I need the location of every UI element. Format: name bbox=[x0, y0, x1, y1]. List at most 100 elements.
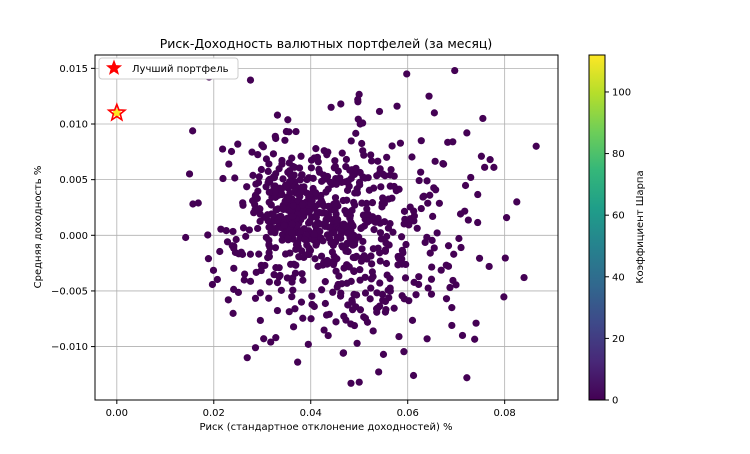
scatter-point bbox=[347, 137, 355, 145]
scatter-point bbox=[284, 116, 292, 124]
scatter-point bbox=[288, 220, 296, 228]
scatter-point bbox=[321, 219, 329, 227]
scatter-point bbox=[284, 234, 292, 243]
scatter-point bbox=[408, 316, 417, 324]
scatter-point bbox=[342, 222, 350, 230]
scatter-point bbox=[329, 260, 338, 269]
scatter-point bbox=[363, 318, 372, 326]
scatter-point bbox=[269, 173, 278, 181]
scatter-point bbox=[231, 174, 239, 182]
scatter-point bbox=[390, 304, 398, 312]
scatter-point bbox=[354, 95, 362, 104]
scatter-point bbox=[467, 173, 475, 182]
scatter-point bbox=[261, 261, 269, 270]
scatter-point bbox=[358, 139, 366, 148]
scatter-point bbox=[216, 247, 224, 256]
scatter-point bbox=[271, 244, 280, 252]
scatter-point bbox=[439, 160, 448, 168]
scatter-point bbox=[264, 167, 272, 176]
scatter-point bbox=[474, 190, 482, 199]
scatter-point bbox=[286, 189, 294, 197]
scatter-point bbox=[387, 165, 395, 174]
scatter-point bbox=[267, 338, 275, 346]
scatter-point bbox=[425, 92, 433, 100]
colorbar-label: Коэффициент Шарпа bbox=[635, 170, 646, 283]
plot-area bbox=[94, 54, 559, 401]
x-axis-label: Риск (стандартное отклонение доходностей… bbox=[199, 422, 452, 433]
scatter-point bbox=[356, 276, 364, 284]
best-portfolio-star bbox=[106, 102, 128, 122]
scatter-point bbox=[298, 201, 307, 209]
scatter-point bbox=[417, 137, 425, 145]
scatter-point bbox=[386, 284, 394, 292]
scatter-point bbox=[308, 300, 316, 309]
scatter-point bbox=[356, 120, 364, 128]
scatter-point bbox=[358, 224, 366, 232]
scatter-point bbox=[223, 238, 232, 246]
scatter-point bbox=[350, 267, 358, 275]
scatter-point bbox=[501, 254, 509, 262]
scatter-point bbox=[368, 213, 377, 221]
scatter-point bbox=[405, 215, 414, 224]
scatter-point bbox=[390, 182, 398, 191]
scatter-point bbox=[251, 206, 259, 214]
scatter-point bbox=[246, 277, 255, 285]
scatter-point bbox=[252, 180, 260, 188]
scatter-point bbox=[230, 285, 238, 293]
scatter-point bbox=[292, 240, 301, 249]
scatter-point bbox=[358, 199, 366, 207]
scatter-point bbox=[258, 141, 266, 149]
scatter-point bbox=[297, 152, 305, 160]
scatter-point bbox=[281, 136, 289, 144]
scatter-point bbox=[348, 221, 356, 229]
scatter-point bbox=[415, 273, 423, 281]
scatter-point bbox=[332, 180, 341, 188]
best-portfolio-marker bbox=[106, 102, 128, 122]
scatter-point bbox=[303, 176, 311, 184]
scatter-point bbox=[289, 201, 297, 210]
scatter-point bbox=[325, 310, 333, 318]
scatter-point bbox=[227, 147, 236, 156]
scatter-point bbox=[245, 226, 253, 234]
scatter-point bbox=[320, 171, 328, 179]
scatter-point bbox=[449, 138, 457, 146]
scatter-point bbox=[265, 188, 273, 196]
scatter-point bbox=[419, 193, 427, 201]
scatter-point bbox=[457, 243, 465, 252]
scatter-point bbox=[344, 177, 352, 185]
scatter-point bbox=[339, 349, 347, 357]
scatter-point bbox=[219, 174, 227, 183]
scatter-point bbox=[209, 266, 218, 274]
scatter-point bbox=[248, 148, 256, 156]
scatter-point bbox=[360, 252, 368, 260]
scatter-point bbox=[314, 262, 322, 270]
scatter-point bbox=[446, 283, 454, 292]
scatter-point bbox=[260, 335, 268, 343]
x-tick-label: 0.06 bbox=[397, 408, 419, 419]
scatter-point bbox=[306, 217, 314, 225]
scatter-point bbox=[343, 186, 352, 194]
scatter-point bbox=[307, 164, 315, 172]
scatter-point bbox=[292, 261, 300, 269]
scatter-point bbox=[208, 280, 217, 289]
colorbar-ticks: 0 20 40 60 80 100 bbox=[605, 87, 631, 407]
scatter-point bbox=[316, 227, 324, 236]
colorbar-gradient bbox=[588, 54, 606, 401]
scatter-point bbox=[251, 344, 260, 352]
scatter-point bbox=[334, 167, 342, 175]
scatter-point bbox=[456, 210, 465, 218]
y-axis-ticks: −0.010 −0.005 0.000 0.005 0.010 0.015 bbox=[51, 64, 95, 353]
scatter-point bbox=[342, 155, 350, 164]
scatter-point bbox=[278, 236, 286, 244]
scatter-point bbox=[317, 252, 326, 260]
scatter-point bbox=[229, 227, 237, 236]
scatter-point bbox=[486, 156, 494, 164]
scatter-point bbox=[185, 170, 194, 178]
scatter-point bbox=[349, 241, 357, 249]
scatter-point bbox=[353, 291, 361, 299]
scatter-point bbox=[275, 165, 283, 173]
scatter-point bbox=[264, 254, 272, 262]
scatter-point bbox=[291, 305, 299, 313]
scatter-point bbox=[426, 249, 434, 257]
scatter-point bbox=[269, 150, 278, 158]
